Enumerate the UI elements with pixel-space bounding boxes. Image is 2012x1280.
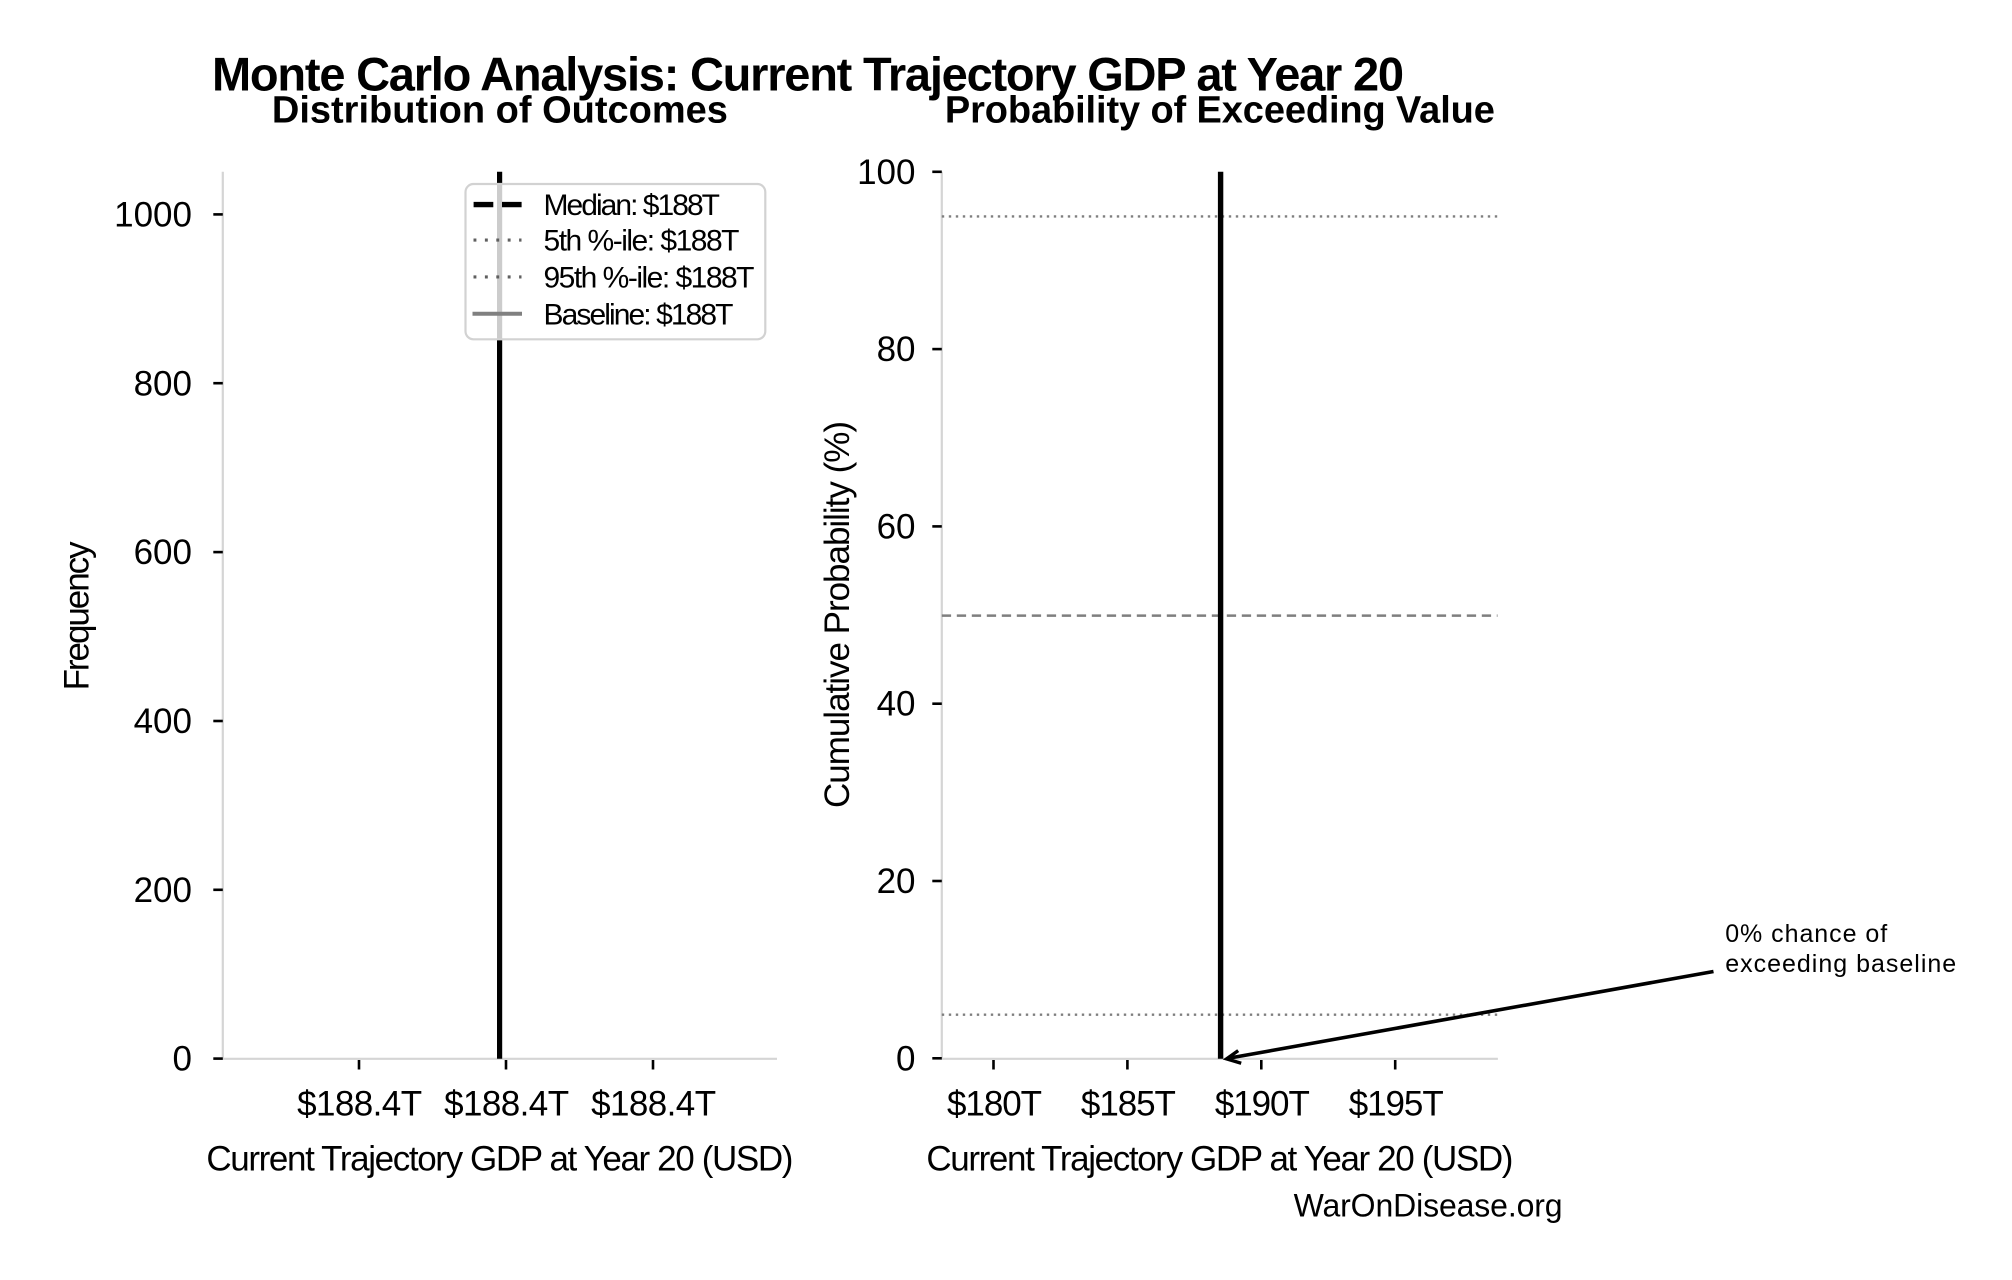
svg-text:100: 100	[857, 153, 915, 192]
svg-text:$195T: $195T	[1349, 1085, 1444, 1124]
svg-text:Cumulative Probability (%): Cumulative Probability (%)	[818, 422, 857, 808]
svg-text:Current Trajectory GDP at Year: Current Trajectory GDP at Year 20 (USD)	[926, 1139, 1512, 1178]
svg-text:$190T: $190T	[1215, 1085, 1310, 1124]
svg-text:Distribution of Outcomes: Distribution of Outcomes	[272, 90, 728, 132]
svg-text:60: 60	[877, 507, 916, 546]
svg-text:80: 80	[877, 330, 916, 369]
svg-text:$185T: $185T	[1081, 1085, 1176, 1124]
svg-text:200: 200	[134, 871, 192, 910]
svg-text:1000: 1000	[114, 195, 192, 234]
svg-text:0: 0	[173, 1040, 192, 1079]
svg-text:Baseline: $188T: Baseline: $188T	[544, 298, 734, 331]
svg-text:95th %-ile: $188T: 95th %-ile: $188T	[544, 262, 755, 295]
svg-text:Frequency: Frequency	[58, 541, 97, 690]
svg-text:WarOnDisease.org: WarOnDisease.org	[1294, 1187, 1563, 1223]
svg-text:Monte Carlo Analysis: Current: Monte Carlo Analysis: Current Trajectory…	[212, 48, 1403, 101]
svg-text:800: 800	[134, 364, 192, 403]
svg-text:0% chance of: 0% chance of	[1725, 920, 1888, 948]
svg-text:Median: $188T: Median: $188T	[544, 189, 720, 222]
svg-text:$188.4T: $188.4T	[591, 1085, 716, 1124]
svg-text:exceeding baseline: exceeding baseline	[1725, 950, 1957, 978]
svg-text:$188.4T: $188.4T	[297, 1085, 422, 1124]
svg-text:$188.4T: $188.4T	[444, 1085, 569, 1124]
svg-text:$180T: $180T	[947, 1085, 1042, 1124]
svg-text:400: 400	[134, 702, 192, 741]
svg-text:Probability of Exceeding Value: Probability of Exceeding Value	[945, 90, 1495, 132]
svg-text:0: 0	[896, 1039, 915, 1078]
svg-text:Current Trajectory GDP at Year: Current Trajectory GDP at Year 20 (USD)	[206, 1139, 792, 1178]
svg-text:40: 40	[877, 685, 916, 724]
svg-text:5th %-ile: $188T: 5th %-ile: $188T	[544, 225, 740, 258]
svg-text:20: 20	[877, 862, 916, 901]
svg-text:600: 600	[134, 533, 192, 572]
